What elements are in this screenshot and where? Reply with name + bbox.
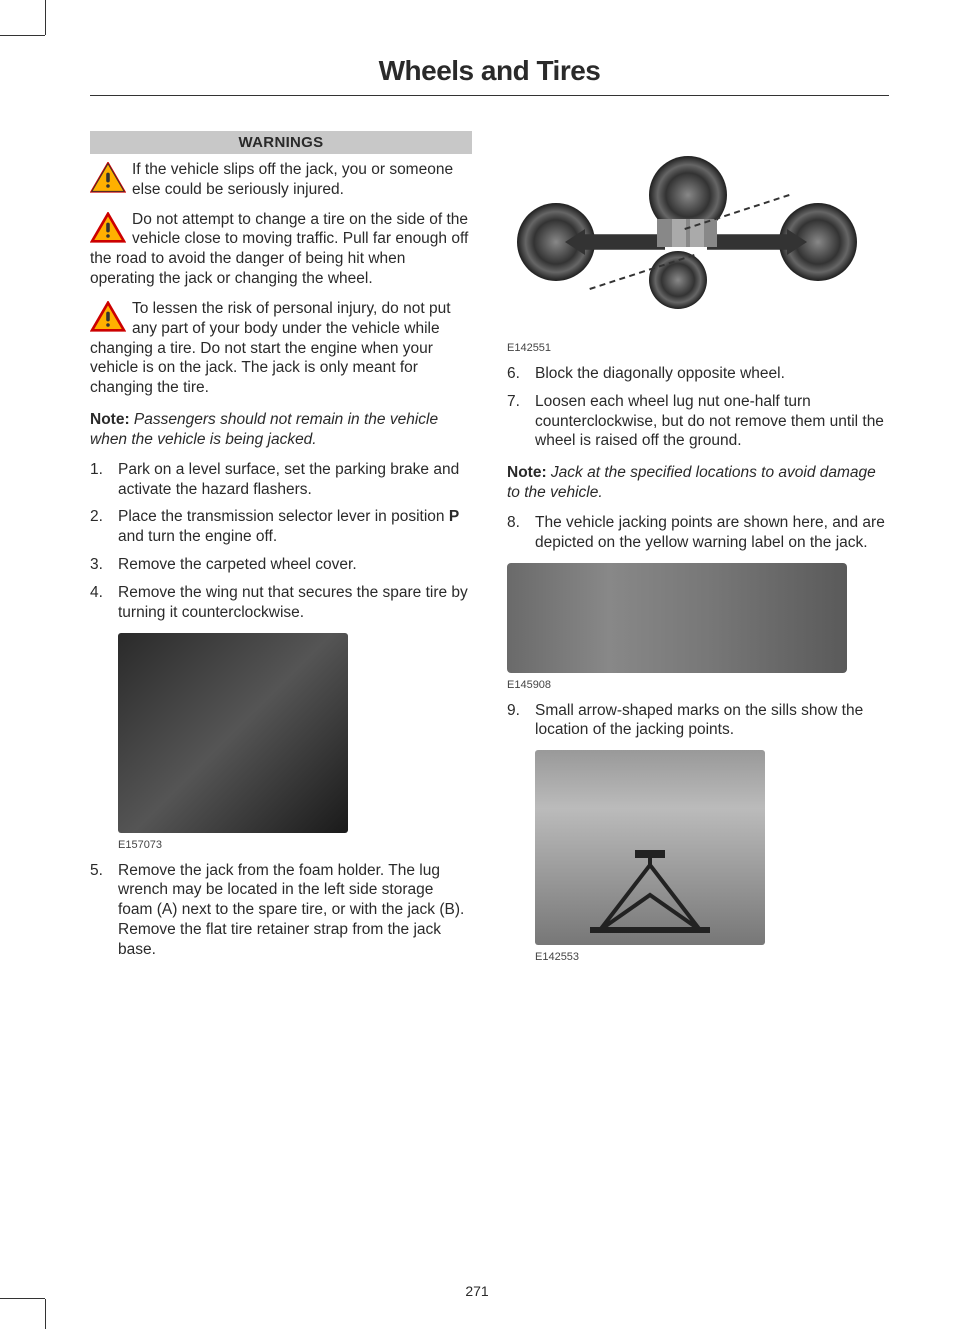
warning-icon (90, 301, 126, 333)
page-title: Wheels and Tires (90, 55, 889, 96)
note-label: Note: (90, 411, 130, 428)
warning-icon (90, 162, 126, 194)
figure-caption-3: E145908 (507, 679, 889, 691)
warning-1: If the vehicle slips off the jack, you o… (90, 160, 472, 200)
warning-3-text: To lessen the risk of personal injury, d… (90, 300, 451, 396)
step-2: Place the transmission selector lever in… (90, 507, 472, 547)
figure-caption-4: E142553 (535, 951, 889, 963)
steps-5: Remove the jack from the foam holder. Th… (90, 861, 472, 960)
step-9: Small arrow-shaped marks on the sills sh… (507, 701, 889, 741)
figure-wheel-block (507, 141, 889, 336)
note-1-text: Passengers should not remain in the vehi… (90, 411, 438, 448)
figure-jack (507, 750, 889, 945)
note-2-text: Jack at the specified locations to avoid… (507, 464, 876, 501)
steps-6-7: Block the diagonally opposite wheel. Loo… (507, 364, 889, 451)
warning-2: Do not attempt to change a tire on the s… (90, 210, 472, 289)
note-1: Note: Passengers should not remain in th… (90, 410, 472, 450)
warnings-header: WARNINGS (90, 131, 472, 154)
steps-1-4: Park on a level surface, set the parking… (90, 460, 472, 623)
warning-2-text: Do not attempt to change a tire on the s… (90, 211, 468, 287)
figure-spare-tire (90, 633, 472, 833)
steps-9: Small arrow-shaped marks on the sills sh… (507, 701, 889, 741)
step-4: Remove the wing nut that secures the spa… (90, 583, 472, 623)
step-8: The vehicle jacking points are shown her… (507, 513, 889, 553)
step-7: Loosen each wheel lug nut one-half turn … (507, 392, 889, 451)
step-6: Block the diagonally opposite wheel. (507, 364, 889, 384)
step-1: Park on a level surface, set the parking… (90, 460, 472, 500)
warning-3: To lessen the risk of personal injury, d… (90, 299, 472, 398)
figure-vehicle-side (507, 563, 889, 673)
warning-icon (90, 212, 126, 244)
step-2-text: Place the transmission selector lever in… (118, 508, 459, 545)
page-number: 271 (0, 1283, 954, 1299)
figure-caption-2: E142551 (507, 342, 889, 354)
warning-1-text: If the vehicle slips off the jack, you o… (132, 161, 453, 198)
step-5: Remove the jack from the foam holder. Th… (90, 861, 472, 960)
note-2: Note: Jack at the specified locations to… (507, 463, 889, 503)
step-3: Remove the carpeted wheel cover. (90, 555, 472, 575)
note-label: Note: (507, 464, 547, 481)
figure-caption-1: E157073 (118, 839, 472, 851)
steps-8: The vehicle jacking points are shown her… (507, 513, 889, 553)
